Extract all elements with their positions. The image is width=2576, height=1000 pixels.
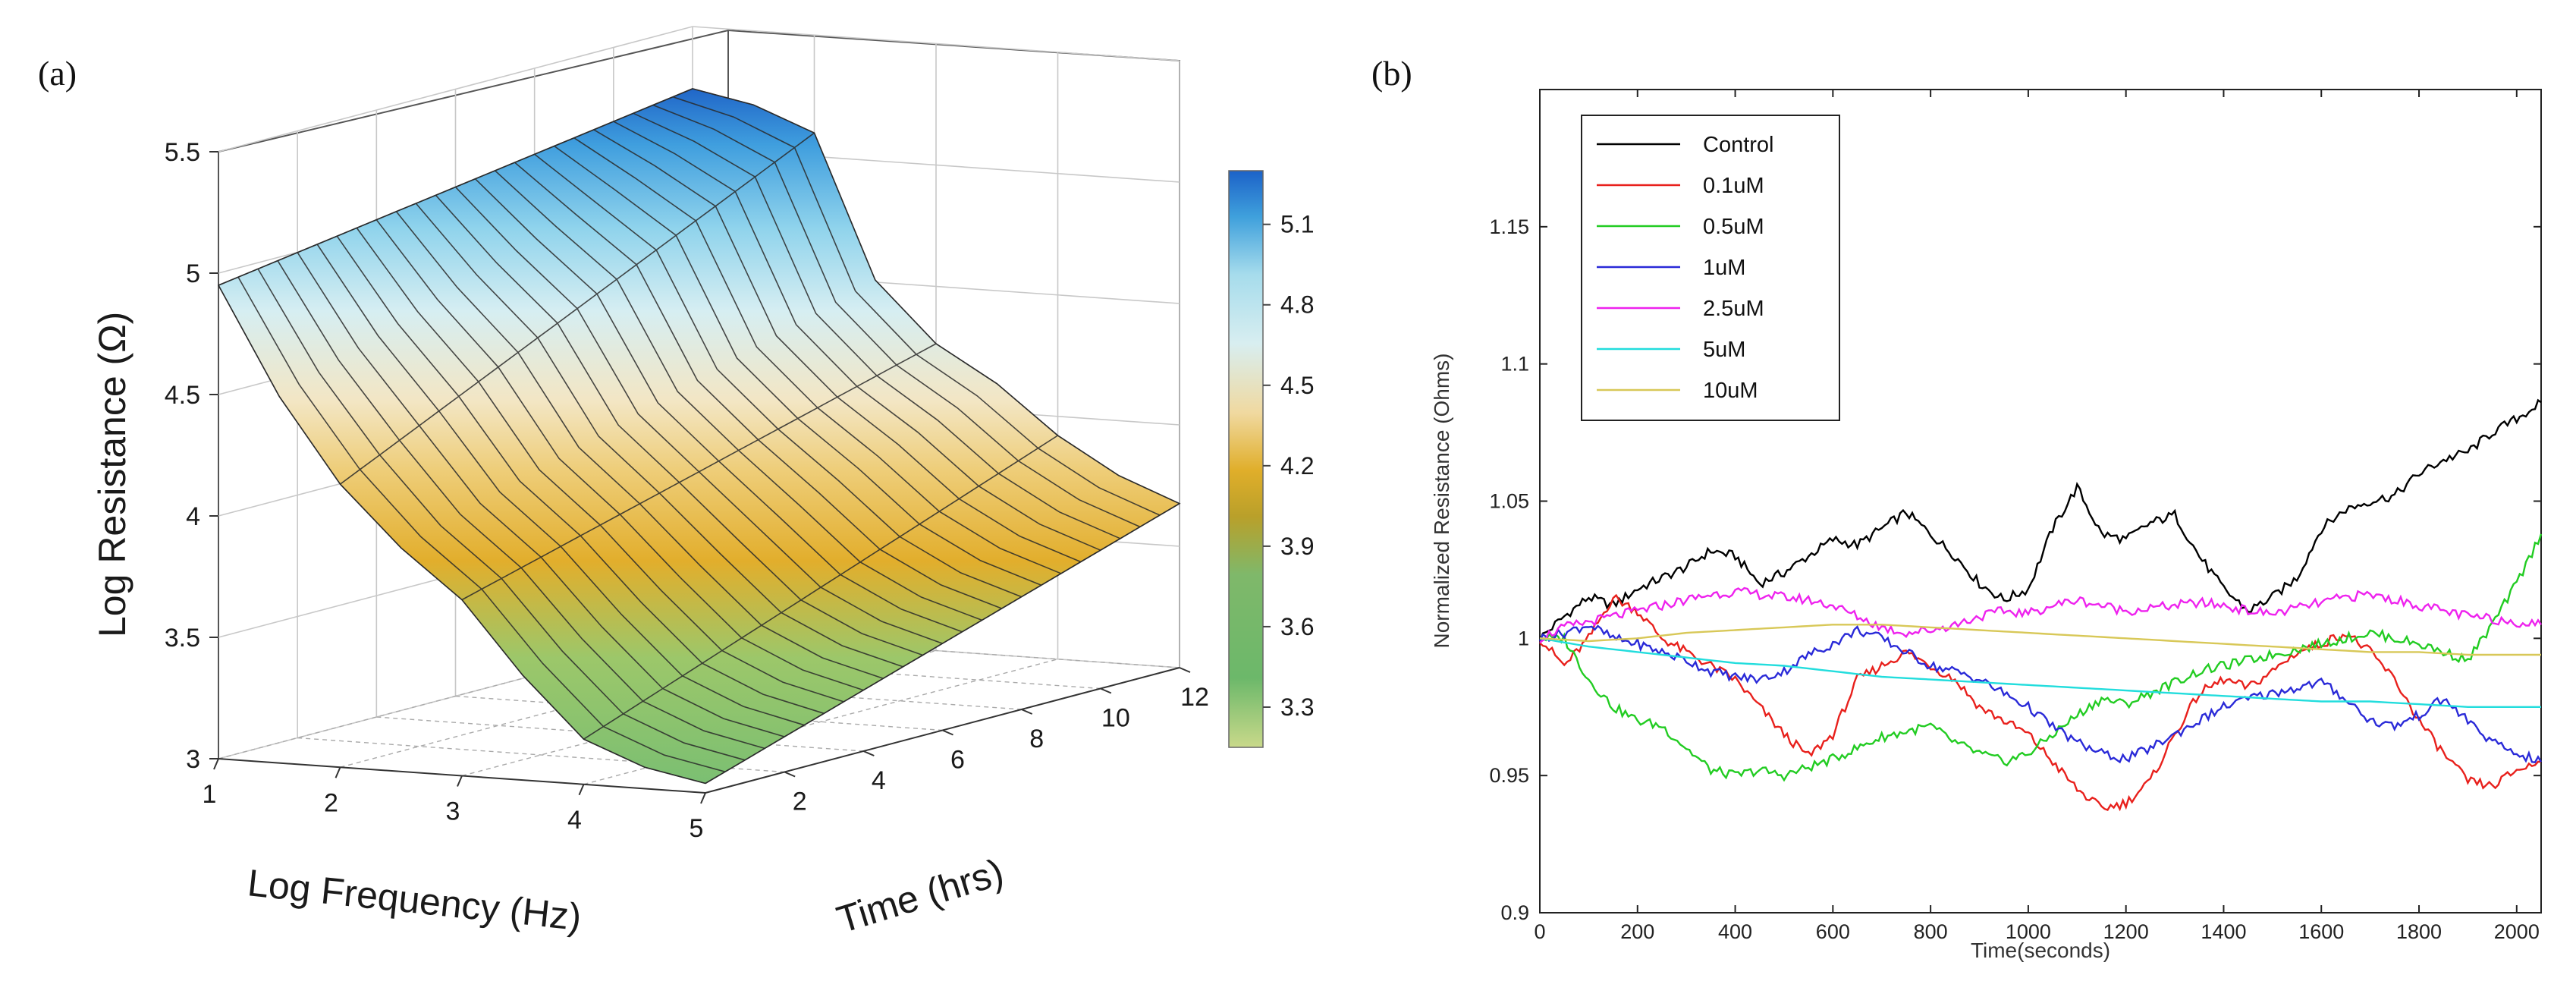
y-tick	[1179, 667, 1191, 673]
y-tick-label-b: 1	[1518, 627, 1529, 649]
legend-label: 0.5uM	[1703, 215, 1764, 239]
mesh-cross-line	[340, 132, 815, 485]
x-tick-label: 5	[690, 814, 704, 843]
x-tick-label: 3	[446, 797, 460, 826]
y-tick-label: 6	[950, 746, 965, 775]
mesh-cross-line	[705, 503, 1180, 785]
x-tick-label-b: 1800	[2396, 920, 2442, 943]
y-tick-label: 4	[872, 766, 886, 795]
mesh-cross-line	[218, 88, 693, 286]
y-tick-label-b: 1.05	[1489, 490, 1529, 513]
colorbar-tick-label: 4.2	[1280, 452, 1314, 480]
z-tick-label: 5.5	[165, 138, 200, 167]
series-line-2.5uM	[1539, 586, 2542, 643]
colorbar-tick-label: 3.3	[1280, 693, 1314, 721]
series-line-Control	[1538, 398, 2542, 642]
x-tick-label-b: 800	[1914, 920, 1948, 943]
z-tick-label: 3	[186, 745, 200, 774]
legend: Control 0.1uM 0.5uM 1uM 2.5uM 5uM 10uM	[1581, 115, 1840, 421]
colorbar-tick-label: 4.5	[1280, 372, 1314, 399]
colorbar-tick-label: 4.8	[1280, 291, 1314, 319]
x-tick	[457, 775, 463, 787]
series-line-10uM	[1539, 624, 2541, 656]
y-tick-label-b: 1.1	[1500, 353, 1529, 376]
series-line-0.5uM	[1539, 533, 2543, 782]
legend-label: 10uM	[1703, 379, 1758, 403]
y-tick	[862, 750, 875, 756]
y-tick	[942, 729, 953, 736]
x-tick	[700, 792, 706, 804]
mesh-cross-line	[461, 343, 937, 601]
x-tick-label-b: 0	[1534, 920, 1545, 943]
y-axis-label-b: Normalized Resistance (Ohms)	[1430, 354, 1453, 649]
z-tick-label: 3.5	[165, 624, 200, 653]
panel-a-label: (a)	[38, 54, 77, 93]
y-tick-label-b: 0.95	[1489, 764, 1529, 787]
legend-label: 2.5uM	[1703, 297, 1764, 321]
x-tick-label-b: 400	[1718, 920, 1752, 943]
x-tick-label-b: 1600	[2298, 920, 2344, 943]
y-tick-label: 8	[1029, 725, 1044, 753]
series-line-1uM	[1538, 624, 2543, 764]
series-line-5uM	[1539, 637, 2541, 708]
mesh-cross-line	[583, 435, 1058, 740]
legend-label: 0.1uM	[1703, 174, 1764, 198]
y-axis-label: Time (hrs)	[832, 851, 1008, 942]
x-tick	[213, 758, 219, 770]
colorbar-tick-label: 5.1	[1280, 211, 1314, 238]
line-chart: 0 200 400 600 800 1000 1200 1400 1600 1800 2000 0.9…	[1430, 89, 2543, 962]
resistance-surface	[217, 88, 1181, 785]
floor-freq-line	[583, 659, 1058, 785]
x-tick	[335, 766, 341, 778]
y-tick-label: 10	[1101, 704, 1130, 733]
y-tick	[784, 771, 796, 778]
x-tick	[578, 784, 585, 796]
z-tick-label: 4.5	[165, 381, 200, 410]
legend-label: 5uM	[1703, 338, 1745, 362]
x-tick-label-b: 200	[1620, 920, 1654, 943]
floor-time-line	[297, 737, 785, 773]
legend-label: 1uM	[1703, 256, 1745, 280]
floor-time-line	[692, 633, 1180, 668]
y-tick-label: 12	[1180, 683, 1209, 712]
x-axis-label-b: Time(seconds)	[1971, 939, 2110, 962]
x-tick-label-b: 600	[1816, 920, 1850, 943]
x-tick-label-b: 2000	[2494, 920, 2540, 943]
y-tick	[1021, 709, 1033, 715]
colorbar-tick-label: 3.9	[1280, 533, 1314, 560]
colorbar: 3.3 3.6 3.9 4.2 4.5 4.8 5.1	[1228, 170, 1314, 748]
legend-label: Control	[1703, 133, 1774, 157]
x-tick-label: 2	[324, 788, 338, 817]
x-tick-label-b: 1200	[2103, 920, 2149, 943]
z-tick-label: 4	[186, 502, 200, 531]
y-tick	[1100, 687, 1112, 694]
x-tick-label-b: 1000	[2006, 920, 2051, 943]
x-tick-label-b: 1400	[2201, 920, 2246, 943]
z-axis-label: Log Resistance (Ω)	[91, 312, 134, 637]
x-tick-label: 4	[567, 806, 582, 835]
x-tick-label: 1	[203, 780, 217, 809]
y-tick-label-b: 1.15	[1489, 215, 1529, 238]
colorbar-tick-label: 3.6	[1280, 613, 1314, 640]
series-line-0.1uM	[1539, 593, 2542, 812]
surface-mesh	[218, 88, 1180, 785]
x-axis-label: Log Frequency (Hz)	[246, 861, 583, 939]
z-tick-label: 5	[186, 259, 200, 288]
y-tick-label: 2	[793, 788, 807, 816]
y-tick-label-b: 0.9	[1500, 901, 1529, 924]
panel-b-label: (b)	[1371, 54, 1412, 93]
